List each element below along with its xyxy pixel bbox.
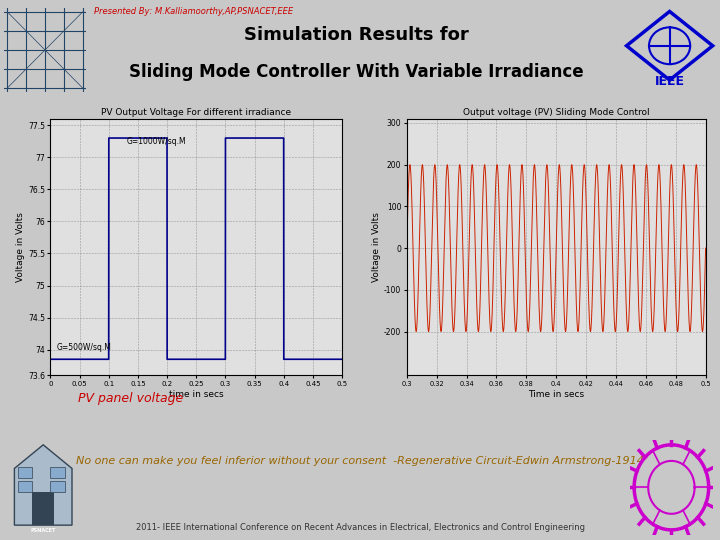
- Bar: [32, 492, 54, 525]
- Bar: [18, 467, 32, 478]
- Title: Output voltage (PV) Sliding Mode Control: Output voltage (PV) Sliding Mode Control: [463, 107, 649, 117]
- Text: G=500W/sq.M: G=500W/sq.M: [56, 343, 111, 352]
- Text: G=1000W/sq.M: G=1000W/sq.M: [126, 138, 186, 146]
- Y-axis label: Voltage in Volts: Voltage in Volts: [372, 212, 381, 282]
- Text: 2011- IEEE International Conference on Recent Advances in Electrical, Electronic: 2011- IEEE International Conference on R…: [135, 523, 585, 532]
- Y-axis label: Voltage in Volts: Voltage in Volts: [16, 212, 25, 282]
- Text: Sliding Mode Controller With Variable Irradiance: Sliding Mode Controller With Variable Ir…: [129, 63, 584, 81]
- Bar: [50, 467, 65, 478]
- X-axis label: Time in secs: Time in secs: [528, 390, 584, 399]
- Text: PV panel voltage: PV panel voltage: [78, 392, 183, 405]
- Text: IEEE: IEEE: [654, 76, 685, 89]
- Text: Simulation Results for: Simulation Results for: [244, 26, 469, 44]
- X-axis label: time in secs: time in secs: [169, 390, 223, 399]
- Bar: [18, 481, 32, 492]
- Text: No one can make you feel inferior without your consent  -Regenerative Circuit-Ed: No one can make you feel inferior withou…: [76, 456, 644, 466]
- Text: Presented By: M.Kalliamoorthy,AP,PSNACET,EEE: Presented By: M.Kalliamoorthy,AP,PSNACET…: [94, 7, 293, 16]
- Polygon shape: [14, 445, 72, 525]
- Bar: [50, 481, 65, 492]
- Title: PV Output Voltage For different irradiance: PV Output Voltage For different irradian…: [101, 107, 292, 117]
- Text: PSNACET: PSNACET: [30, 528, 56, 532]
